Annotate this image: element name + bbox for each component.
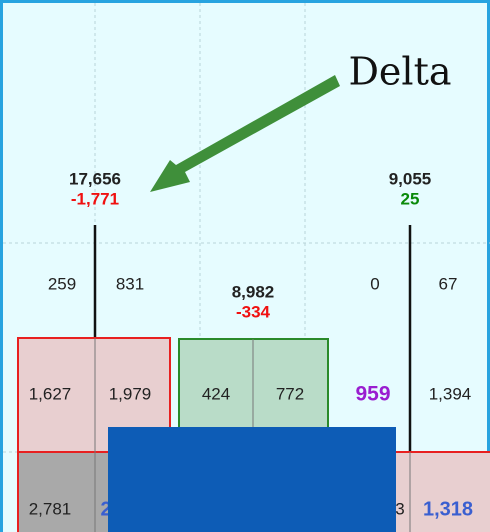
arrow xyxy=(150,75,340,192)
total: 8,982 xyxy=(232,282,275,301)
cell: 772 xyxy=(276,384,304,403)
cell: 424 xyxy=(202,384,230,403)
cell: 1,627 xyxy=(29,384,72,403)
cell: 259 xyxy=(48,274,76,293)
overlay-block xyxy=(108,427,396,532)
delta: -1,771 xyxy=(71,189,119,208)
cell: 2 xyxy=(100,498,111,520)
total: 9,055 xyxy=(389,169,432,188)
cell: 1,979 xyxy=(109,384,152,403)
cell: 0 xyxy=(370,274,379,293)
cell: 67 xyxy=(439,274,458,293)
cell: 831 xyxy=(116,274,144,293)
cell: 1,394 xyxy=(429,384,472,403)
candle-body xyxy=(394,451,490,532)
cell: 959 xyxy=(355,383,390,406)
total: 17,656 xyxy=(69,169,121,188)
cell: 2,781 xyxy=(29,499,72,518)
annotation: Delta xyxy=(348,50,451,94)
delta: -334 xyxy=(236,302,271,321)
cell: 1,318 xyxy=(423,498,473,520)
cell: 3 xyxy=(395,499,404,518)
delta: 25 xyxy=(401,189,420,208)
